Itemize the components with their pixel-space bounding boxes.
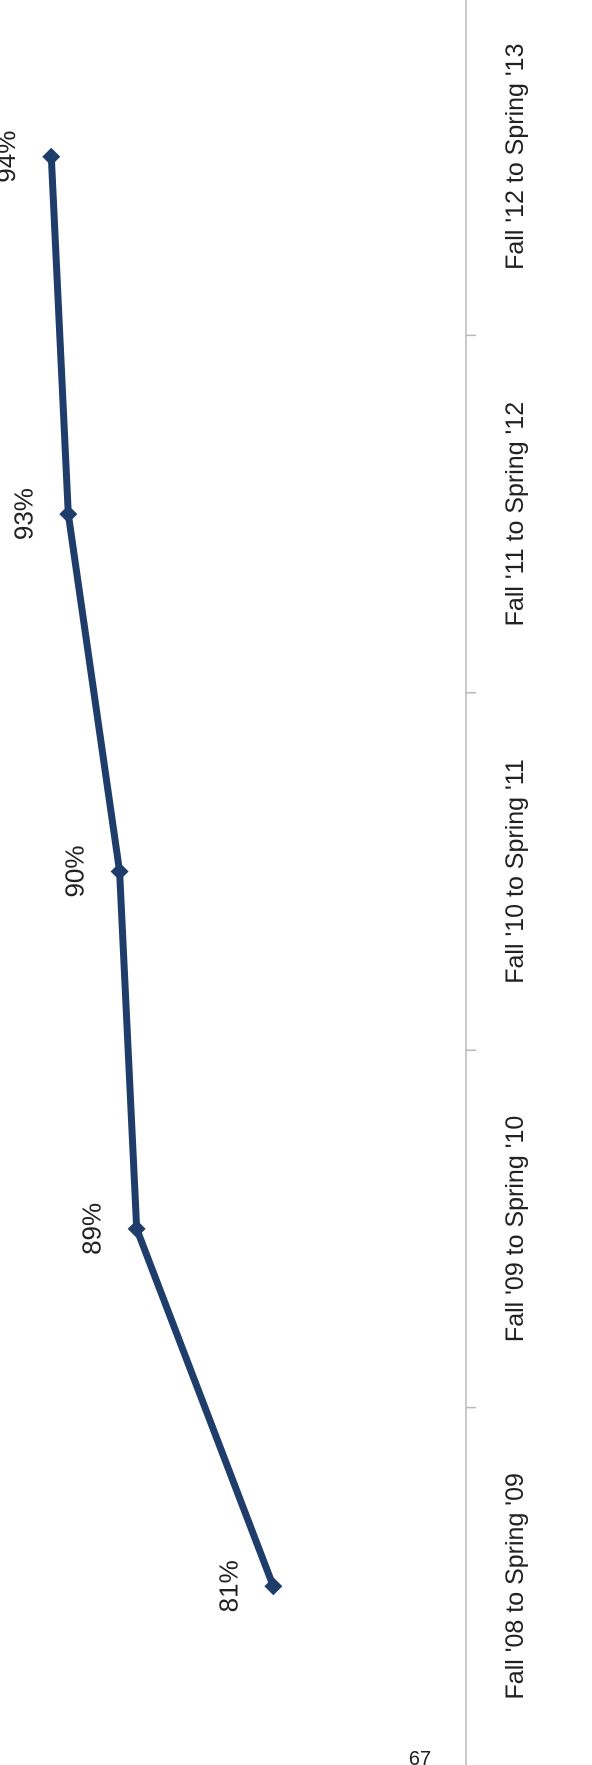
- data-label: 89%: [77, 1203, 107, 1255]
- category-label: Fall '11 to Spring '12: [501, 402, 529, 627]
- series-marker: [264, 1577, 283, 1596]
- series-marker: [59, 505, 78, 524]
- category-label: Fall '10 to Spring '11: [501, 759, 529, 984]
- data-labels: 81% 89% 90% 93% 94%: [0, 131, 243, 1613]
- data-label: 94%: [0, 131, 21, 183]
- series-marker: [110, 862, 129, 881]
- category-axis-ticks: [466, 334, 476, 1409]
- category-axis-labels: Fall '08 to Spring '09 Fall '09 to Spring…: [501, 44, 529, 1700]
- series-marker: [127, 1219, 146, 1238]
- series-markers: [42, 147, 283, 1596]
- data-label: 81%: [213, 1560, 243, 1612]
- page-number: 67: [409, 1748, 431, 1765]
- data-label: 93%: [8, 488, 38, 540]
- series-marker: [42, 147, 61, 166]
- category-label: Fall '09 to Spring '10: [501, 1116, 529, 1342]
- category-label: Fall '08 to Spring '09: [501, 1473, 529, 1699]
- data-label: 90%: [60, 845, 90, 897]
- category-label: Fall '12 to Spring '13: [501, 44, 529, 270]
